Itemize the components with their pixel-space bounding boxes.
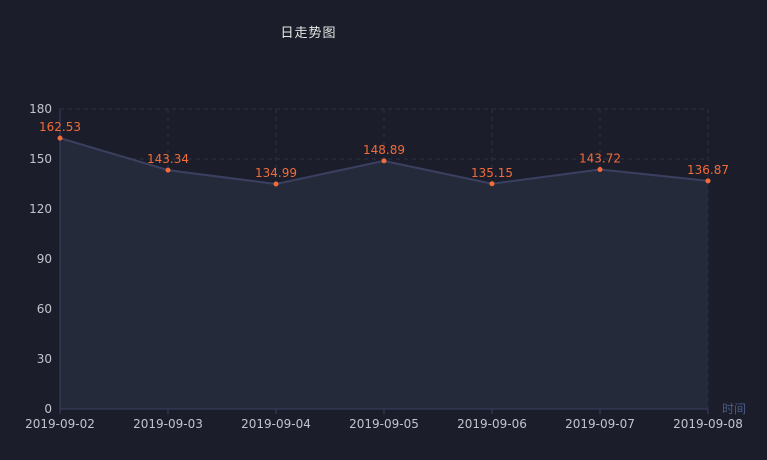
x-tick-label: 2019-09-06 [457,417,527,431]
x-axis-label: 时间 [722,402,746,416]
y-tick-label: 60 [37,302,52,316]
area-fill [60,138,708,409]
data-point [57,135,63,141]
y-tick-label: 0 [44,402,52,416]
data-label: 148.89 [363,143,405,157]
x-tick-label: 2019-09-02 [25,417,95,431]
data-point [489,181,495,187]
y-tick-label: 30 [37,352,52,366]
x-tick-label: 2019-09-07 [565,417,635,431]
data-label: 143.72 [579,151,621,165]
data-point [381,158,387,164]
x-tick-label: 2019-09-08 [673,417,743,431]
data-label: 134.99 [255,166,297,180]
x-tick-label: 2019-09-04 [241,417,311,431]
y-tick-label: 150 [29,152,52,166]
y-tick-label: 90 [37,252,52,266]
data-point [165,167,171,173]
data-point [705,178,711,184]
x-tick-label: 2019-09-03 [133,417,203,431]
x-tick-label: 2019-09-05 [349,417,419,431]
data-point [273,181,279,187]
data-label: 162.53 [39,120,81,134]
y-tick-label: 120 [29,202,52,216]
y-tick-label: 180 [29,102,52,116]
data-point [597,166,603,172]
data-label: 135.15 [471,166,513,180]
chart-title: 日走势图 [280,26,337,41]
data-label: 136.87 [687,163,729,177]
data-label: 143.34 [147,152,189,166]
